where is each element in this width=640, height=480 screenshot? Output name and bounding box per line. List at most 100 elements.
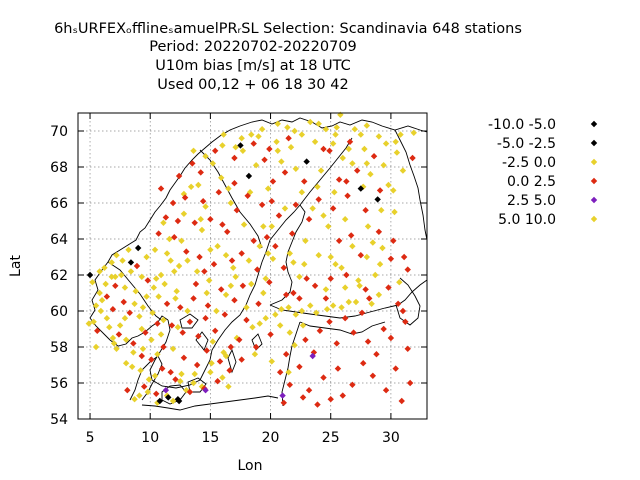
data-point <box>278 158 285 165</box>
data-point <box>174 324 182 331</box>
x-tick-label: 10 <box>141 430 159 446</box>
data-point <box>323 306 331 313</box>
data-point <box>362 207 369 214</box>
data-point <box>358 309 366 316</box>
data-point <box>344 192 351 199</box>
data-point <box>145 376 153 383</box>
legend-label: 5.0 10.0 <box>498 212 556 228</box>
data-point <box>171 234 178 241</box>
data-point <box>174 217 182 225</box>
data-point <box>203 347 210 354</box>
data-point <box>322 126 330 133</box>
data-point <box>286 381 294 388</box>
data-point <box>167 257 174 264</box>
data-point <box>249 324 256 331</box>
data-point <box>406 379 414 387</box>
data-point <box>231 180 238 187</box>
data-point <box>101 264 108 271</box>
data-point <box>216 358 224 365</box>
data-point <box>153 390 160 397</box>
data-point <box>245 172 253 180</box>
data-point <box>376 261 384 268</box>
data-point <box>380 325 387 333</box>
chart-title-line-4: Used 00,12 + 06 18 30 42 <box>157 77 348 93</box>
data-point <box>281 205 289 212</box>
data-point <box>124 387 131 394</box>
data-point <box>230 264 237 271</box>
data-point <box>224 228 231 235</box>
data-point <box>272 243 279 250</box>
data-point <box>404 266 411 273</box>
data-point <box>86 271 94 279</box>
data-point <box>315 120 322 127</box>
data-point <box>333 340 340 347</box>
data-point <box>352 298 360 306</box>
data-point <box>220 131 227 138</box>
y-tick-label: 54 <box>50 412 68 428</box>
data-point <box>252 343 260 351</box>
data-point <box>154 320 161 327</box>
data-point <box>309 352 316 360</box>
data-point <box>332 131 339 138</box>
data-point <box>190 379 197 387</box>
legend-label: -10.0 -5.0 <box>488 117 556 133</box>
data-point <box>251 351 259 358</box>
data-point <box>397 131 404 138</box>
legend-marker <box>590 177 598 185</box>
data-point <box>376 187 384 194</box>
data-point <box>286 329 294 336</box>
data-point <box>364 223 372 230</box>
data-point <box>392 365 399 372</box>
data-point <box>125 246 132 253</box>
data-point <box>193 361 201 369</box>
data-point <box>292 201 300 208</box>
data-point <box>218 174 225 181</box>
data-point <box>199 198 207 205</box>
data-point <box>322 286 330 293</box>
data-point <box>110 340 118 347</box>
data-point <box>103 293 111 300</box>
data-point <box>121 315 129 322</box>
chart-title-line-3: U10m bias [m/s] at 18 UTC <box>155 58 351 74</box>
data-point <box>387 255 395 262</box>
data-point <box>142 329 149 336</box>
data-point <box>221 311 229 318</box>
data-point <box>281 169 289 176</box>
y-tick-label: 66 <box>50 196 68 212</box>
data-point <box>237 142 244 149</box>
data-point <box>369 372 377 379</box>
data-point <box>292 311 300 318</box>
legend: -10.0 -5.0 -5.0 -2.5 -2.5 0.0 0.0 2.5 2.5 5.… <box>488 117 598 228</box>
data-point <box>372 271 379 279</box>
data-point <box>144 277 151 284</box>
y-tick-label: 70 <box>50 124 68 140</box>
data-point <box>375 291 383 298</box>
data-point <box>193 268 201 275</box>
data-point <box>94 327 101 334</box>
data-point <box>282 291 290 298</box>
data-point <box>322 295 330 302</box>
data-point <box>252 162 260 169</box>
data-point <box>339 154 346 162</box>
data-point <box>268 198 275 205</box>
data-point <box>197 169 204 176</box>
data-point <box>222 352 230 360</box>
data-point <box>367 171 374 178</box>
data-point <box>173 288 180 295</box>
data-point <box>267 331 274 338</box>
data-point <box>390 237 397 244</box>
data-point <box>106 324 113 331</box>
data-point <box>213 307 220 315</box>
data-point <box>136 392 143 399</box>
data-point <box>184 257 191 264</box>
data-point <box>399 167 407 174</box>
data-point <box>307 118 314 126</box>
data-point <box>392 138 399 145</box>
data-point <box>334 365 342 372</box>
data-point <box>196 253 203 261</box>
data-point <box>258 126 266 133</box>
data-point <box>317 167 325 174</box>
data-point <box>97 307 105 315</box>
data-point <box>282 351 290 358</box>
